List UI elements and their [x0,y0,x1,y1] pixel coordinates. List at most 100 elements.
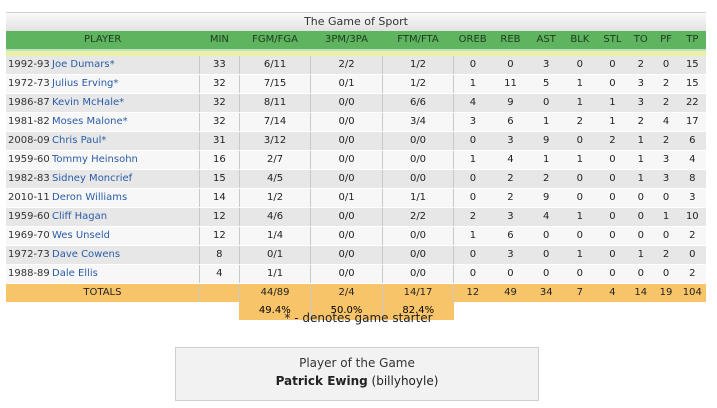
table-row: 1959-60 Cliff Hagan 12 4/6 0/0 2/2 2 3 4 1 0 0 1 10 [6,207,706,227]
season-year: 1959-60 [8,211,50,222]
stat-ast: 0 [529,226,564,246]
stat-blk: 0 [563,169,597,189]
stat-tp: 2 [678,226,706,246]
stat-min: 32 [199,112,240,132]
player-link[interactable]: Joe Dumars* [52,59,115,70]
stat-ft: 0/0 [382,245,455,265]
header-tp[interactable]: TP [678,31,706,51]
stat-tp: 17 [678,112,706,132]
stat-ast: 9 [529,188,564,208]
totals-tp: 104 [678,283,706,302]
player-link[interactable]: Kevin McHale* [52,97,125,108]
table-row: 1959-60 Tommy Heinsohn 16 2/7 0/0 0/0 1 4 1 1 0 1 3 4 [6,150,706,170]
stat-reb: 3 [491,207,530,227]
header-ast[interactable]: AST [529,31,564,51]
table-row: 1988-89 Dale Ellis 4 1/1 0/0 0/0 0 0 0 0 0 0 0 2 [6,264,706,284]
header-stl[interactable]: STL [596,31,629,51]
table-row: 1986-87 Kevin McHale* 32 8/11 0/0 6/6 4 9 0 1 1 3 2 2… [6,93,706,113]
header-min[interactable]: MIN [199,31,240,51]
stat-stl: 1 [596,112,629,132]
player-link[interactable]: Sidney Moncrief [52,173,133,184]
stat-pf: 0 [653,56,679,75]
stat-oreb: 0 [453,56,492,75]
stat-to: 3 [628,74,654,94]
stat-oreb: 0 [453,245,492,265]
totals-to: 14 [628,283,654,302]
stat-fg: 8/11 [239,93,312,113]
player-link[interactable]: Dave Cowens [52,249,121,260]
player-of-game-line: Patrick Ewing (billyhoyle) [176,374,538,388]
percentages-row: 49.4% 50.0% 82.4% [6,302,706,320]
stat-blk: 1 [563,150,597,170]
totals-ft: 14/17 [382,283,455,302]
table-row: 2010-11 Deron Williams 14 1/2 0/1 1/1 0 2 9 0 0 0 0 3 [6,188,706,208]
stat-blk: 0 [563,56,597,75]
header-pf[interactable]: PF [653,31,679,51]
stat-pf: 2 [653,93,679,113]
player-cell: 1986-87 Kevin McHale* [6,93,200,113]
header-player[interactable]: PLAYER [6,31,200,51]
stat-fg: 6/11 [239,56,312,75]
player-link[interactable]: Tommy Heinsohn [52,154,138,165]
stat-blk: 1 [563,93,597,113]
stat-stl: 0 [596,56,629,75]
stat-min: 12 [199,207,240,227]
header-to[interactable]: TO [628,31,654,51]
header-reb[interactable]: REB [491,31,530,51]
stat-pf: 0 [653,226,679,246]
stat-tp: 4 [678,150,706,170]
player-cell: 1972-73 Dave Cowens [6,245,200,265]
stat-blk: 1 [563,245,597,265]
totals-oreb: 12 [453,283,492,302]
stat-oreb: 0 [453,188,492,208]
stat-ast: 0 [529,264,564,284]
stat-stl: 0 [596,150,629,170]
stat-to: 2 [628,112,654,132]
stat-ft: 0/0 [382,264,455,284]
totals-blk: 7 [563,283,597,302]
stat-tp: 3 [678,188,706,208]
table-row: 1972-73 Dave Cowens 8 0/1 0/0 0/0 0 3 0 1 0 1 2 0 [6,245,706,265]
table-row: 1969-70 Wes Unseld 12 1/4 0/0 0/0 1 6 0 0 0 0 0 2 [6,226,706,246]
season-year: 1959-60 [8,154,50,165]
player-cell: 1992-93 Joe Dumars* [6,56,200,75]
stat-oreb: 0 [453,264,492,284]
table-row: 1981-82 Moses Malone* 32 7/14 0/0 3/4 3 6 1 2 1 2 4 1… [6,112,706,132]
stat-blk: 0 [563,264,597,284]
player-link[interactable]: Cliff Hagan [52,211,108,222]
stat-tp3: 0/0 [310,226,383,246]
stat-tp3: 0/1 [310,188,383,208]
header-row: PLAYER MIN FGM/FGA 3PM/3PA FTM/FTA OREB … [6,31,706,51]
season-year: 1982-83 [8,173,50,184]
table-row: 2008-09 Chris Paul* 31 3/12 0/0 0/0 0 3 9 0 2 1 2 6 [6,131,706,151]
player-link[interactable]: Wes Unseld [52,230,110,241]
player-link[interactable]: Deron Williams [52,192,128,203]
totals-label: TOTALS [6,283,200,302]
season-year: 1972-73 [8,78,50,89]
stat-fg: 0/1 [239,245,312,265]
player-of-game-name[interactable]: Patrick Ewing [275,374,368,388]
stat-ft: 3/4 [382,112,455,132]
stat-tp: 15 [678,56,706,75]
header-stripe [6,50,706,56]
header-fg[interactable]: FGM/FGA [239,31,311,51]
stat-tp3: 0/0 [310,112,383,132]
stat-tp3: 2/2 [310,56,383,75]
stat-to: 0 [628,226,654,246]
stat-blk: 0 [563,131,597,151]
player-link[interactable]: Moses Malone* [52,116,128,127]
player-of-game-label: Player of the Game [299,356,415,370]
stat-tp: 8 [678,169,706,189]
player-link[interactable]: Chris Paul* [52,135,107,146]
stat-to: 1 [628,150,654,170]
totals-ast: 34 [529,283,564,302]
header-ft[interactable]: FTM/FTA [382,31,454,51]
header-oreb[interactable]: OREB [453,31,492,51]
player-link[interactable]: Dale Ellis [52,268,98,279]
player-cell: 1959-60 Tommy Heinsohn [6,150,200,170]
header-blk[interactable]: BLK [563,31,597,51]
stat-fg: 4/6 [239,207,312,227]
header-3p[interactable]: 3PM/3PA [310,31,383,51]
totals-stl: 4 [596,283,629,302]
player-link[interactable]: Julius Erving* [52,78,119,89]
